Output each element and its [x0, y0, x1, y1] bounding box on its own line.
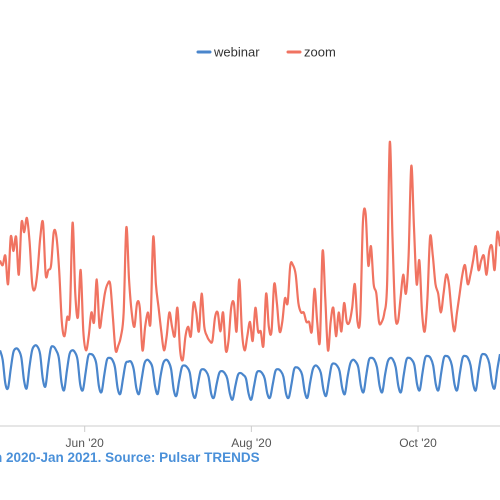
x-axis-ticks: Jun '20 Aug '20 Oct '20	[66, 426, 437, 450]
series-layer	[0, 140, 500, 401]
series-line-zoom[interactable]	[0, 140, 500, 362]
legend-item-webinar[interactable]: webinar	[196, 45, 260, 60]
x-tick-label: Jun '20	[66, 436, 105, 450]
chart-caption: n 2020-Jan 2021. Source: Pulsar TRENDS	[0, 450, 260, 465]
legend-item-zoom[interactable]: zoom	[286, 45, 336, 60]
legend: webinar zoom	[196, 45, 336, 60]
x-tick-label: Oct '20	[399, 436, 437, 450]
legend-label-webinar: webinar	[213, 45, 260, 60]
series-line-webinar[interactable]	[0, 344, 500, 401]
x-tick-label: Aug '20	[231, 436, 272, 450]
legend-label-zoom: zoom	[304, 45, 336, 60]
